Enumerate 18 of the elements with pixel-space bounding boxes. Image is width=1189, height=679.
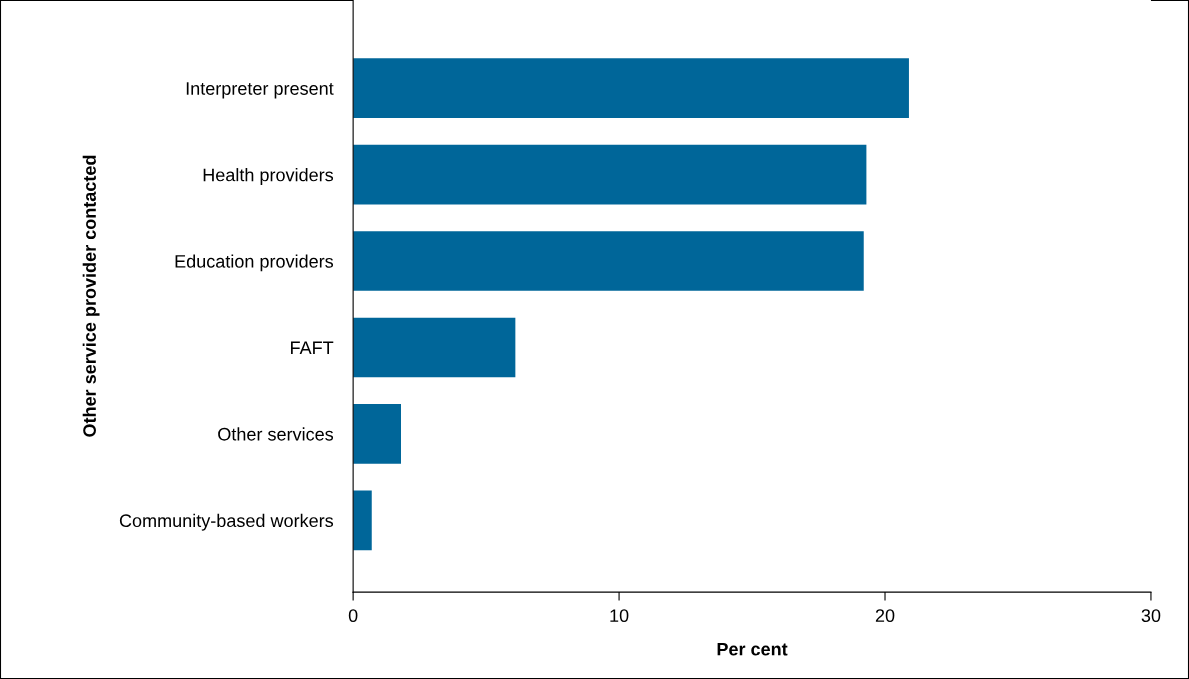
y-axis-title: Other service provider contacted xyxy=(82,155,100,437)
x-tick-label: 30 xyxy=(1141,609,1161,623)
bar xyxy=(353,490,372,551)
y-tick-label: Education providers xyxy=(175,254,334,272)
bar xyxy=(353,58,909,118)
x-tick-label: 0 xyxy=(348,609,358,623)
y-tick-label: Health providers xyxy=(203,168,334,185)
x-tick-label: 10 xyxy=(610,609,629,623)
x-axis-title: Per cent xyxy=(717,642,788,656)
y-tick-label: Community-based workers xyxy=(119,513,334,531)
bar xyxy=(353,404,401,464)
bar xyxy=(353,144,867,205)
x-tick-label: 20 xyxy=(875,609,895,623)
bar xyxy=(353,317,516,378)
y-tick-label: FAFT xyxy=(291,341,334,355)
y-tick-label: Interpreter present xyxy=(186,82,334,99)
bar xyxy=(353,231,864,291)
y-tick-label: Other services xyxy=(218,427,334,441)
